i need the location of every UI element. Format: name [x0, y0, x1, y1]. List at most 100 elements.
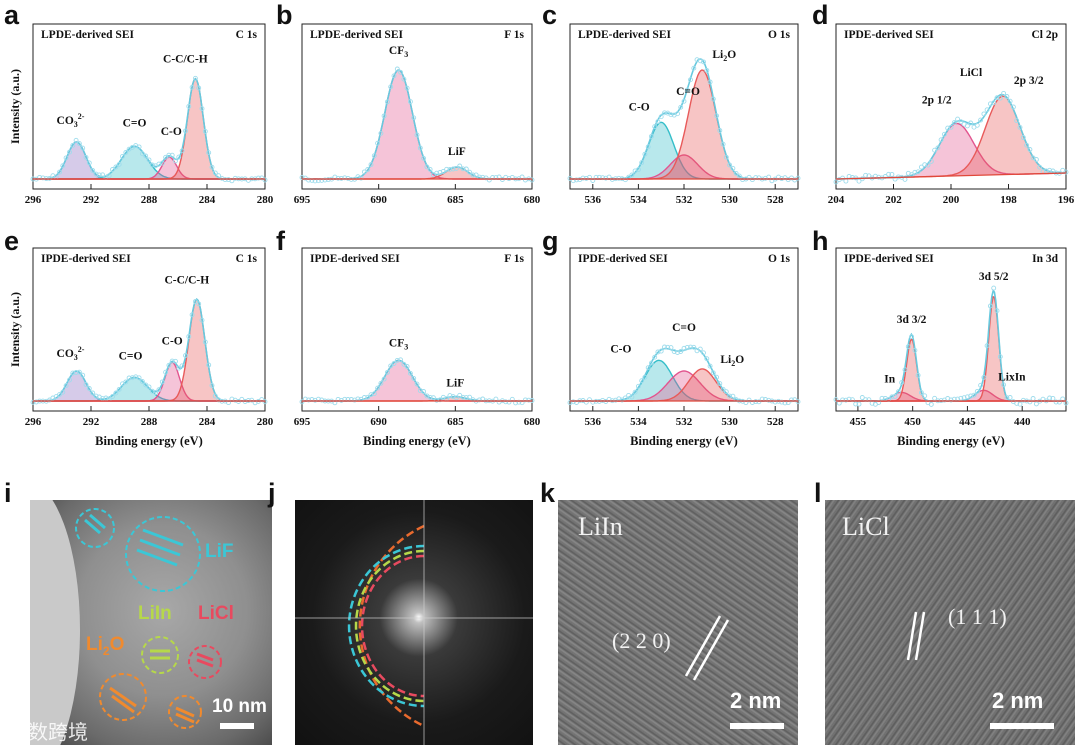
data-point [704, 67, 710, 73]
data-point [648, 133, 654, 139]
x-tick-label: 455 [850, 416, 867, 428]
scale-text-i: 10 nm [212, 696, 267, 717]
data-point [83, 154, 89, 160]
data-point [1047, 395, 1053, 401]
data-point [404, 85, 410, 91]
x-tick-label: 680 [524, 194, 541, 206]
data-point [391, 73, 397, 79]
data-point [100, 172, 106, 178]
x-tick-label: 528 [767, 416, 784, 428]
data-point [994, 95, 1000, 101]
data-point [629, 172, 635, 178]
data-point [882, 174, 888, 179]
data-point [63, 383, 69, 389]
peak-label: CF3 [389, 337, 408, 351]
data-point [1007, 98, 1013, 104]
data-point [991, 100, 997, 106]
x-tick-label: 198 [1000, 194, 1017, 206]
data-point [707, 363, 713, 369]
data-point [688, 344, 693, 350]
data-points [833, 285, 1069, 407]
data-point [199, 317, 205, 323]
peak-label: CO32- [57, 345, 85, 362]
data-point [1027, 147, 1033, 152]
data-point [176, 154, 182, 160]
data-point [701, 59, 706, 65]
data-point [691, 65, 697, 71]
data-point [789, 397, 794, 403]
x-tick-label: 532 [676, 416, 693, 428]
panel-label-i: i [4, 478, 12, 508]
data-point [1033, 401, 1039, 407]
data-point [849, 175, 855, 180]
peak-fill-CF3 [302, 70, 532, 179]
peak-label: 2p 1/2 [922, 95, 952, 107]
data-point [1056, 399, 1062, 405]
peak-label: CF3 [389, 45, 408, 59]
data-point [361, 169, 367, 175]
data-point [63, 155, 69, 161]
phase-label-l: LiCl [842, 512, 890, 541]
data-point [110, 394, 115, 399]
x-tick-label: 204 [828, 194, 845, 206]
plane-label-k: (2 2 0) [612, 628, 671, 653]
data-point [889, 171, 895, 177]
peak-label: C-O [162, 335, 183, 347]
y-axis-label: Intensity (a.u.) [8, 69, 22, 144]
data-point [414, 381, 420, 387]
fft-ring-lif [347, 544, 425, 708]
data-point [889, 394, 895, 400]
data-point [90, 168, 96, 173]
data-point [1020, 397, 1026, 403]
data-point [86, 160, 92, 166]
data-point [414, 132, 420, 138]
peak-label: In [884, 373, 895, 385]
data-point [675, 350, 680, 355]
data-point [681, 98, 687, 104]
data-point [895, 389, 901, 395]
data-point [189, 312, 195, 318]
x-tick-label: 534 [630, 194, 647, 206]
data-point [169, 152, 175, 158]
x-axis-label: Binding energy (eV) [630, 434, 738, 448]
data-point [86, 386, 92, 391]
data-point [189, 84, 195, 90]
data-point [866, 397, 872, 403]
panel-label-l: l [814, 478, 822, 508]
data-point [1010, 104, 1016, 110]
data-point [476, 397, 482, 403]
data-point [974, 122, 980, 128]
data-point [723, 154, 729, 160]
data-point [587, 397, 592, 403]
data-point [720, 141, 726, 147]
peak-label: C-O [610, 343, 631, 355]
data-point [648, 360, 654, 366]
data-point [335, 175, 341, 181]
data-point [899, 380, 905, 386]
data-point [139, 379, 145, 384]
data-point [153, 390, 159, 395]
xps-panel-g: 536 534 532 530 528 IPDE-derived SEI O 1s g Bind… [542, 226, 801, 448]
xps-panel-f: 695 690 685 680 IPDE-derived SEI F 1s f Binding… [276, 226, 541, 448]
data-point [473, 172, 479, 178]
data-point [342, 175, 348, 181]
core-level-label: C 1s [236, 29, 258, 41]
x-tick-label: 200 [943, 194, 960, 206]
xps-panel-b: 695 690 685 680 LPDE-derived SEI F 1s b CF3 LiF [276, 0, 541, 206]
data-point [384, 99, 390, 105]
data-point [652, 354, 658, 360]
xps-panel-c: 536 534 532 530 528 LPDE-derived SEI O 1s c C-O C… [542, 0, 801, 206]
data-point [642, 374, 648, 380]
region-label: IPDE-derived SEI [844, 29, 934, 41]
data-point [1001, 382, 1007, 388]
peak-label: C-O [161, 126, 182, 138]
data-point [365, 167, 371, 172]
data-point [486, 177, 492, 183]
fft-ring-licl [360, 554, 425, 698]
data-point [697, 58, 703, 64]
background-line [835, 172, 1067, 180]
data-point [639, 378, 645, 384]
data-point [971, 392, 977, 398]
data-point [463, 166, 469, 172]
